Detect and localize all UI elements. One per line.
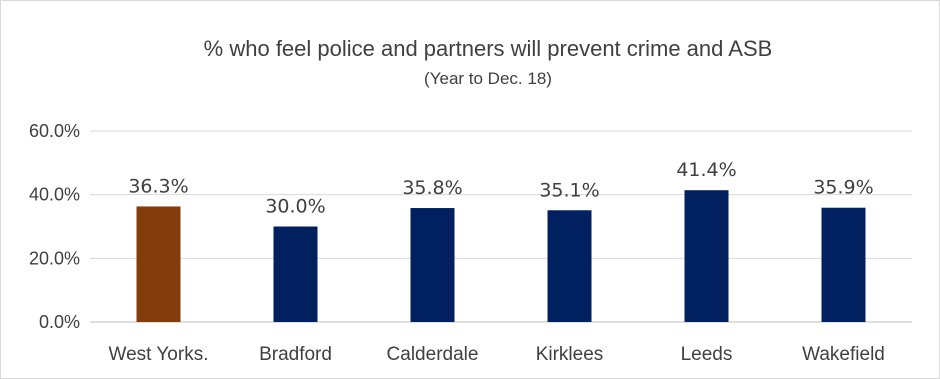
x-axis-categories: West Yorks. Bradford Calderdale Kirklees Lee… [109,344,885,365]
data-labels: 36.3% 30.0% 35.8% 35.1% 41.4% 35.9% [128,159,873,217]
data-label: 35.8% [402,177,462,199]
y-tick-label: 60.0% [29,121,80,141]
chart-subtitle: (Year to Dec. 18) [424,69,552,88]
category-label: Calderdale [387,344,479,365]
bar-bradford [274,227,318,323]
bar-kirklees [548,210,592,322]
y-axis-ticks: 0.0% 20.0% 40.0% 60.0% [29,121,80,332]
bar-west-yorks [137,206,181,322]
bar-calderdale [411,208,455,322]
y-tick-label: 20.0% [29,248,80,268]
category-label: Bradford [259,344,332,365]
bars [137,190,866,322]
chart-title: % who feel police and partners will prev… [204,36,773,61]
bar-leeds [685,190,729,322]
category-label: Leeds [681,344,733,365]
category-label: West Yorks. [109,344,209,365]
data-label: 30.0% [265,196,325,218]
data-label: 41.4% [676,159,736,181]
bar-wakefield [822,208,866,322]
gridlines [90,131,912,322]
y-tick-label: 0.0% [39,312,80,332]
category-label: Wakefield [802,344,885,365]
data-label: 35.9% [813,177,873,199]
category-label: Kirklees [536,344,604,365]
data-label: 36.3% [128,175,188,197]
y-tick-label: 40.0% [29,185,80,205]
data-label: 35.1% [539,179,599,201]
